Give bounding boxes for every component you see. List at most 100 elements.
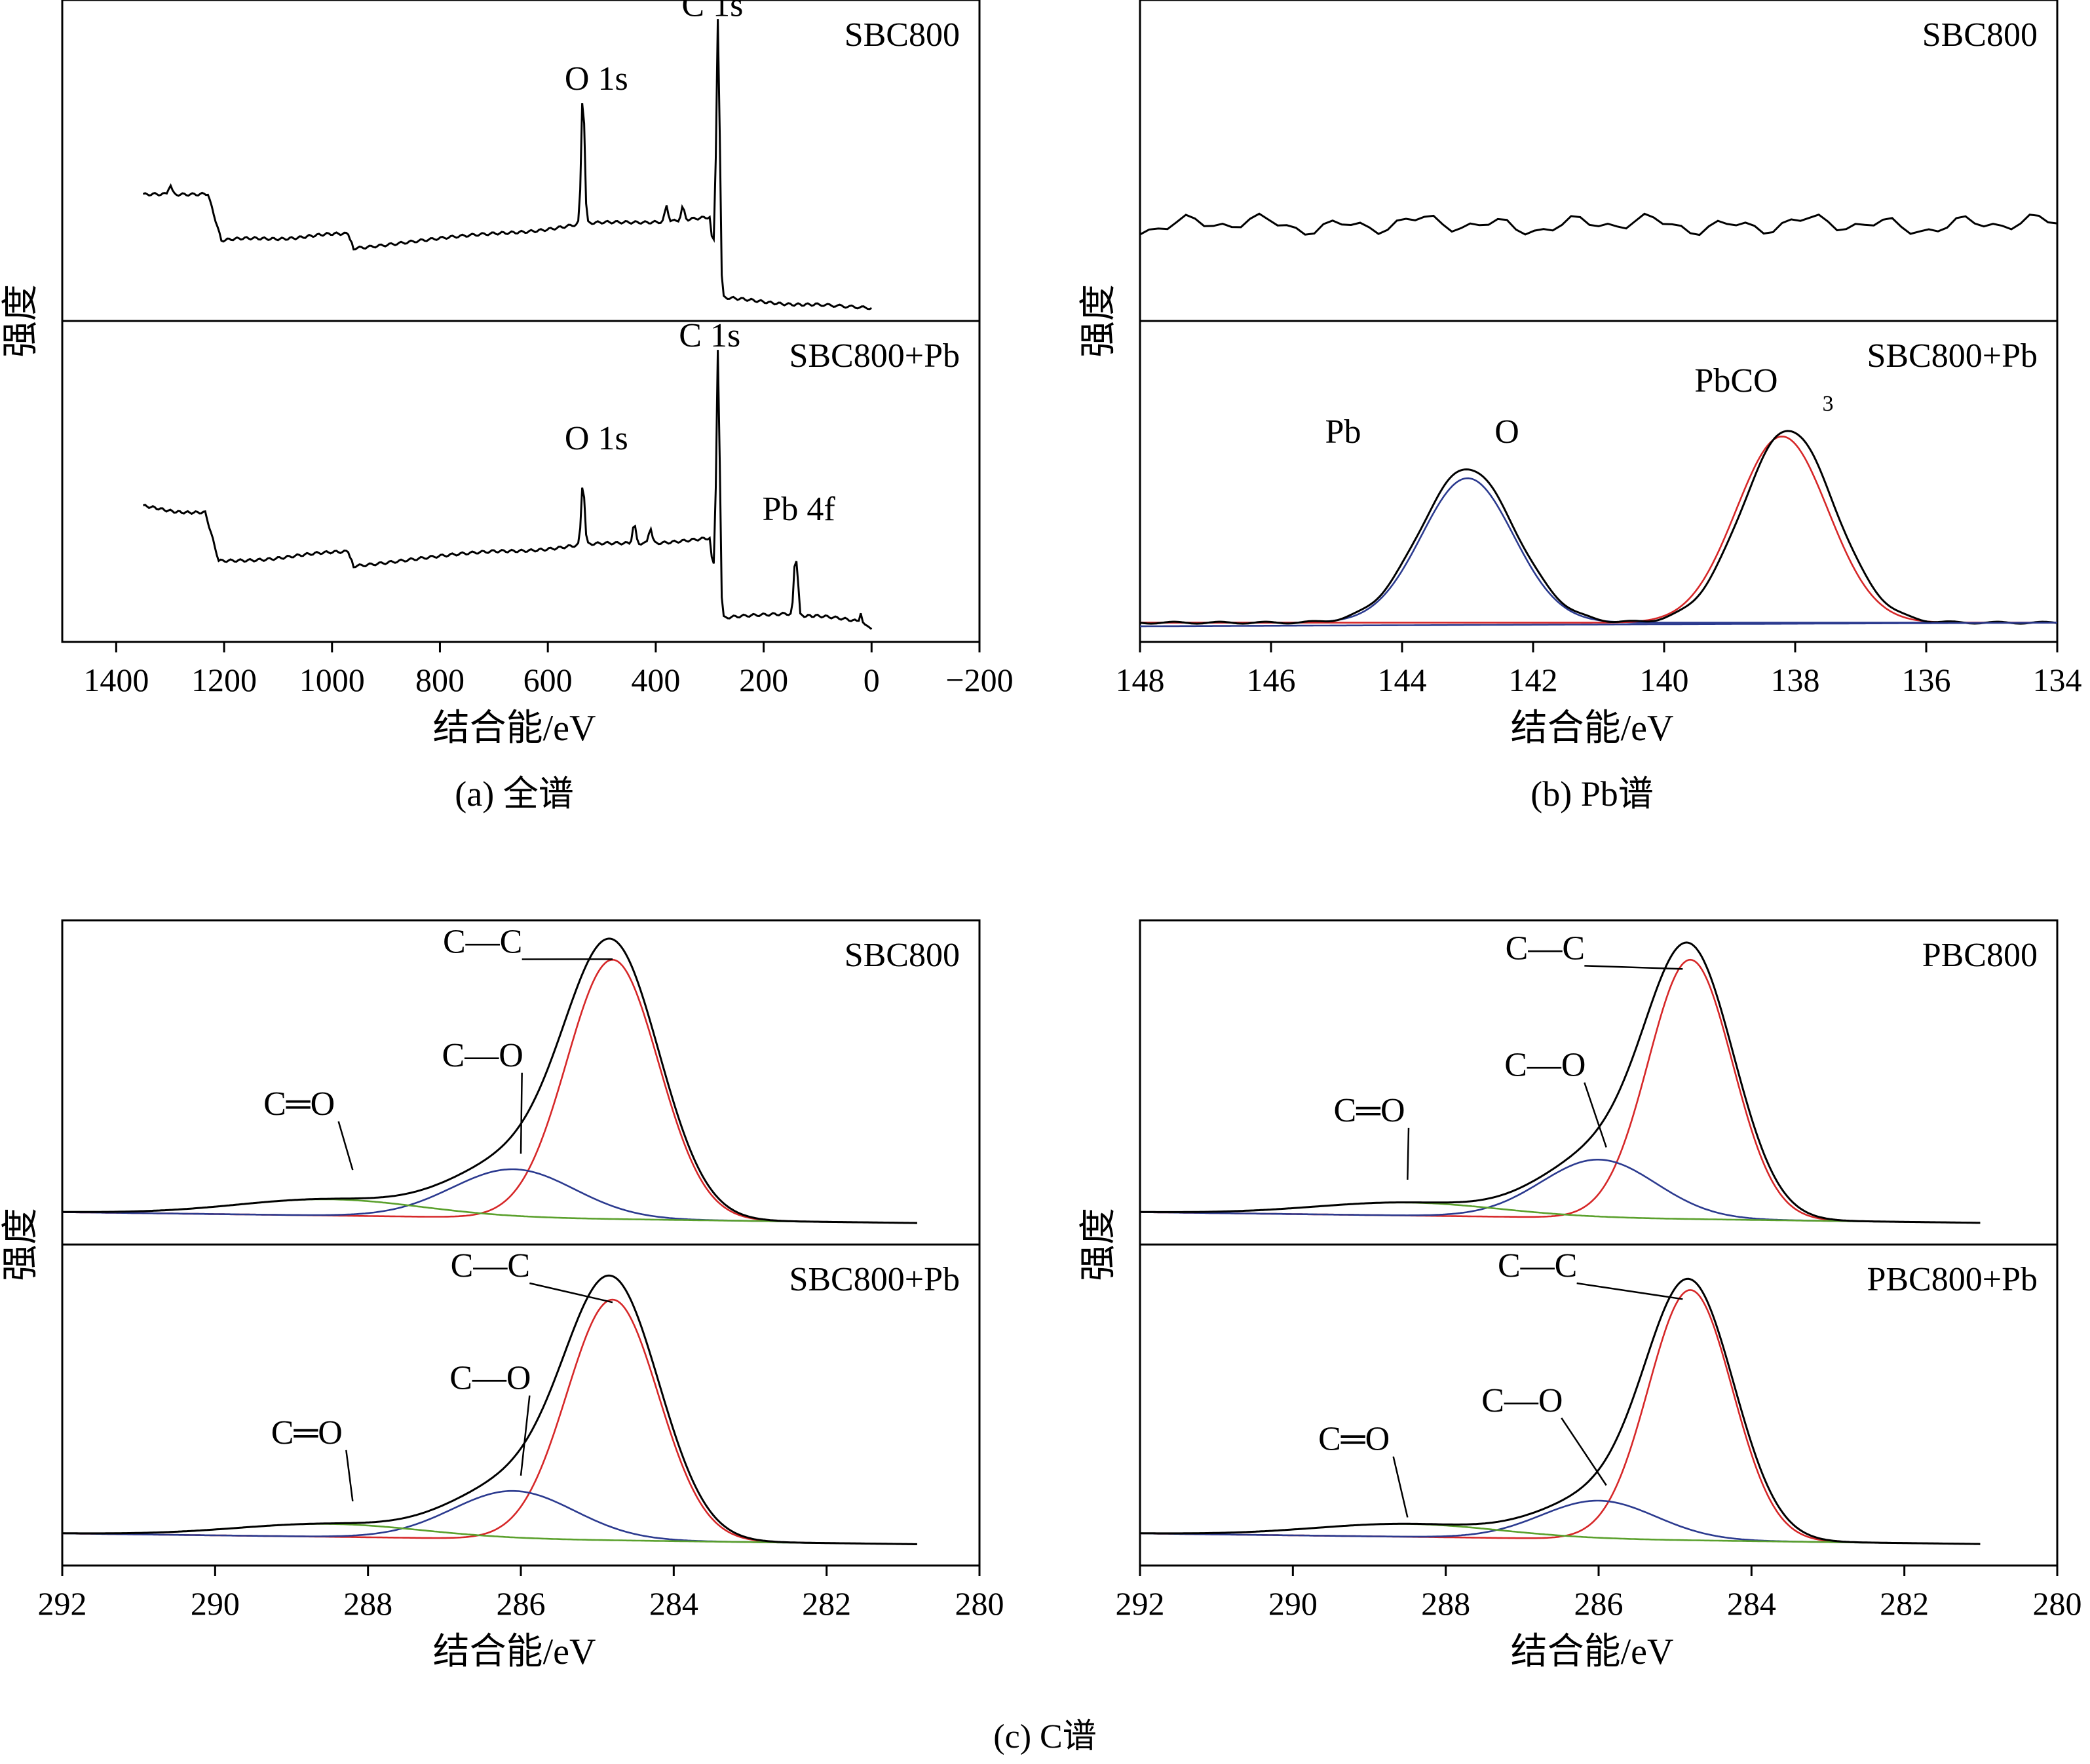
x-tick-label: 400	[631, 662, 680, 698]
series-line-C—C	[62, 1298, 917, 1545]
peak-label: C 1s	[679, 317, 740, 354]
x-tick-label: 282	[1880, 1585, 1929, 1622]
x-tick-label: −200	[945, 662, 1013, 698]
x-tick-label: 290	[191, 1585, 240, 1622]
chart-caption: (b) Pb谱	[1530, 774, 1654, 814]
series-line-C—O	[1140, 1499, 1981, 1545]
series-line-raw	[62, 937, 917, 1224]
peak-label: C—C	[1506, 929, 1585, 967]
leader-line	[337, 1121, 354, 1171]
series-line-C—C	[62, 958, 917, 1224]
y-axis-label: 强度	[1, 284, 41, 358]
peak-label: C 1s	[681, 0, 743, 24]
series-line-survey	[143, 350, 873, 630]
x-tick-label: 1000	[299, 662, 365, 698]
x-tick-label: 286	[1574, 1585, 1624, 1622]
peak-label: C═O	[1333, 1092, 1405, 1129]
figure-caption-c: (c) C谱	[993, 1718, 1096, 1755]
x-tick-label: 284	[1727, 1585, 1776, 1622]
peak-label: O 1s	[565, 420, 628, 457]
panel-title: SBC800+Pb	[789, 337, 960, 375]
x-tick-label: 0	[864, 662, 880, 698]
x-tick-label: 134	[2033, 662, 2082, 698]
leader-line	[520, 1395, 531, 1476]
peak-label: C═O	[263, 1085, 335, 1123]
panel-title: SBC800	[845, 937, 960, 974]
series-line-C═O	[1140, 1523, 1981, 1545]
peak-label: O	[1494, 413, 1519, 451]
series-line-Pb—O fit	[1140, 477, 2057, 624]
x-tick-label: 200	[739, 662, 788, 698]
peak-label: C—O	[442, 1037, 523, 1074]
series-line-C═O	[62, 1523, 917, 1545]
x-tick-label: 280	[955, 1585, 1004, 1622]
x-tick-label: 600	[523, 662, 573, 698]
peak-label: O 1s	[565, 60, 628, 98]
x-tick-label: 282	[802, 1585, 851, 1622]
x-tick-label: 136	[1902, 662, 1951, 698]
x-tick-label: 148	[1116, 662, 1165, 698]
x-tick-label: 146	[1247, 662, 1296, 698]
y-axis-label: 强度	[1078, 1208, 1119, 1281]
panel-title: SBC800+Pb	[789, 1261, 960, 1298]
panel-title: SBC800	[845, 16, 960, 54]
series-line-C—O	[62, 1168, 917, 1224]
peak-label: 3	[1823, 392, 1834, 416]
x-tick-label: 1200	[191, 662, 257, 698]
peak-label: C—O	[1481, 1382, 1563, 1419]
peak-label: C═O	[1318, 1421, 1390, 1458]
peak-label: C—C	[443, 924, 522, 961]
peak-label: C—C	[1498, 1247, 1577, 1285]
x-tick-label: 144	[1378, 662, 1427, 698]
peak-label: C═O	[271, 1414, 343, 1452]
y-axis-label: 强度	[1, 1208, 41, 1281]
x-tick-label: 138	[1771, 662, 1820, 698]
chart-c2: 292 290 288 286 284 282 280 结合能/eV 强度 PBC800 C—C C—…	[1078, 919, 2082, 1672]
x-tick-label: 286	[497, 1585, 546, 1622]
x-axis-label: 结合能/eV	[433, 708, 596, 749]
leader-line	[1584, 1082, 1607, 1148]
series-line-raw	[1139, 430, 2058, 625]
peak-label: C—C	[451, 1247, 530, 1285]
x-tick-label: 288	[1421, 1585, 1470, 1622]
leader-line	[1561, 1417, 1607, 1486]
series-line-PbCO3 fit	[1140, 436, 2057, 624]
x-tick-label: 142	[1509, 662, 1558, 698]
x-tick-label: 284	[649, 1585, 698, 1622]
x-tick-label: 800	[415, 662, 465, 698]
leader-line	[1576, 1282, 1683, 1300]
x-tick-label: 140	[1640, 662, 1689, 698]
series-line-survey	[142, 19, 872, 310]
chart-caption: (a) 全谱	[455, 774, 573, 814]
x-tick-label: 280	[2033, 1585, 2082, 1622]
y-axis-label: 强度	[1078, 284, 1119, 358]
series-line-C═O	[1140, 1201, 1981, 1224]
panel-title: SBC800+Pb	[1867, 337, 2038, 375]
chart-c1: 292 290 288 286 284 282 280 结合能/eV 强度 SBC800 C—C C—…	[1, 919, 1004, 1672]
leader-line	[345, 1450, 354, 1502]
panel-title: SBC800	[1922, 16, 2038, 54]
chart-a: 1400 1200 1000 800 600 400 200 0 −200 结合能/eV 强度 (a)…	[1, 0, 1014, 814]
x-tick-label: 290	[1268, 1585, 1318, 1622]
panel-title: PBC800+Pb	[1867, 1261, 2038, 1298]
series-line-C—C	[1140, 958, 1981, 1224]
leader-line	[1584, 965, 1683, 970]
series-line-raw	[1140, 1277, 1981, 1545]
x-tick-label: 292	[38, 1585, 87, 1622]
x-tick-label: 288	[343, 1585, 392, 1622]
peak-label: Pb 4f	[762, 491, 835, 528]
peak-label: C—O	[1504, 1047, 1586, 1084]
x-axis-label: 结合能/eV	[1511, 1632, 1674, 1672]
series-line-raw	[62, 1274, 917, 1545]
leader-line	[529, 1282, 613, 1304]
x-tick-label: 292	[1116, 1585, 1165, 1622]
series-line-raw	[1140, 941, 1981, 1224]
peak-label: PbCO	[1694, 362, 1777, 400]
leader-line	[1392, 1456, 1409, 1518]
x-tick-label: 1400	[83, 662, 149, 698]
panel-title: PBC800	[1922, 937, 2038, 974]
x-axis-label: 结合能/eV	[433, 1632, 596, 1672]
series-line-C—O	[1140, 1159, 1981, 1224]
leader-line	[1407, 1127, 1410, 1180]
